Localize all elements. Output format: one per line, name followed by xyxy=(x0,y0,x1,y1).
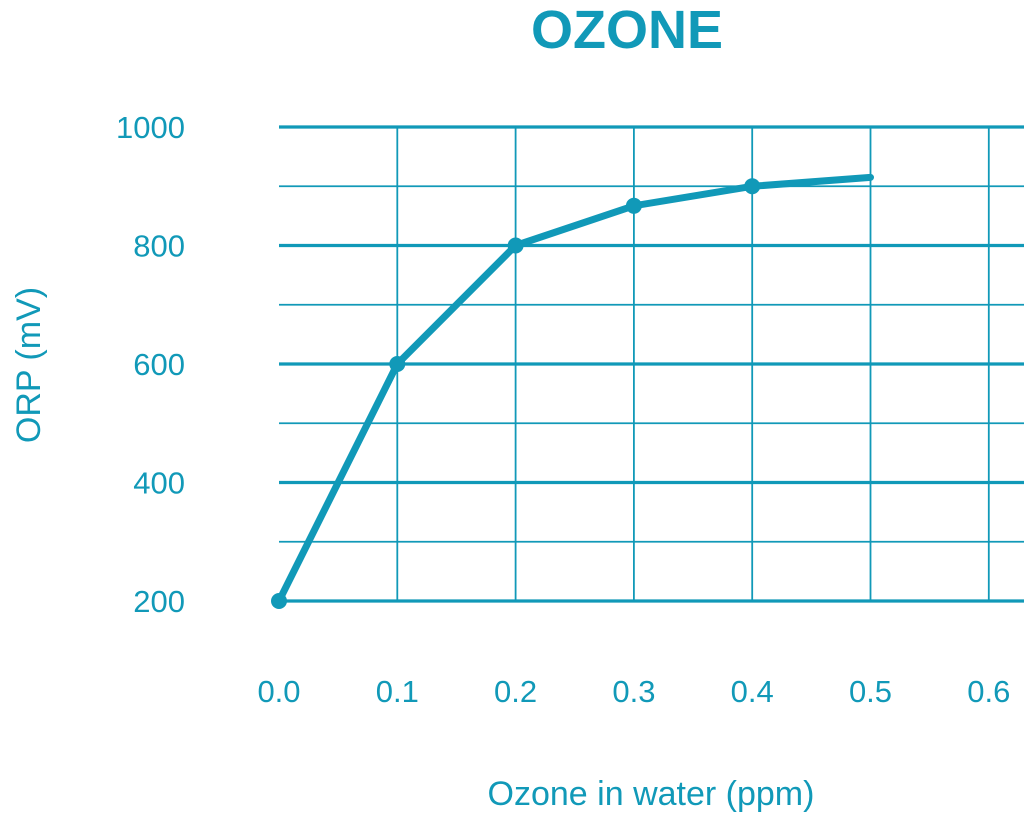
series-line xyxy=(275,173,874,605)
chart-title: OZONE xyxy=(531,0,723,60)
series xyxy=(271,173,874,609)
y-tick-label: 400 xyxy=(133,466,185,501)
x-tick-label: 0.4 xyxy=(731,674,774,709)
data-point xyxy=(744,178,761,195)
x-tick-labels: 0.0 0.1 0.2 0.3 0.4 0.5 0.6 xyxy=(257,674,1010,709)
y-axis-title: ORP (mV) xyxy=(10,287,48,443)
y-tick-labels: 200 400 600 800 1000 xyxy=(116,110,185,619)
data-point xyxy=(271,593,287,609)
x-tick-label: 0.0 xyxy=(257,674,300,709)
y-tick-label: 200 xyxy=(133,584,185,619)
data-point xyxy=(625,197,642,214)
y-tick-label: 1000 xyxy=(116,110,185,145)
x-tick-label: 0.2 xyxy=(494,674,537,709)
x-tick-label: 0.6 xyxy=(967,674,1010,709)
x-axis-title: Ozone in water (ppm) xyxy=(488,775,815,813)
y-tick-label: 800 xyxy=(133,229,185,264)
x-tick-label: 0.5 xyxy=(849,674,892,709)
x-tick-label: 0.3 xyxy=(612,674,655,709)
x-tick-label: 0.1 xyxy=(376,674,419,709)
y-tick-label: 600 xyxy=(133,347,185,382)
data-point xyxy=(389,356,406,372)
data-point xyxy=(507,237,524,254)
